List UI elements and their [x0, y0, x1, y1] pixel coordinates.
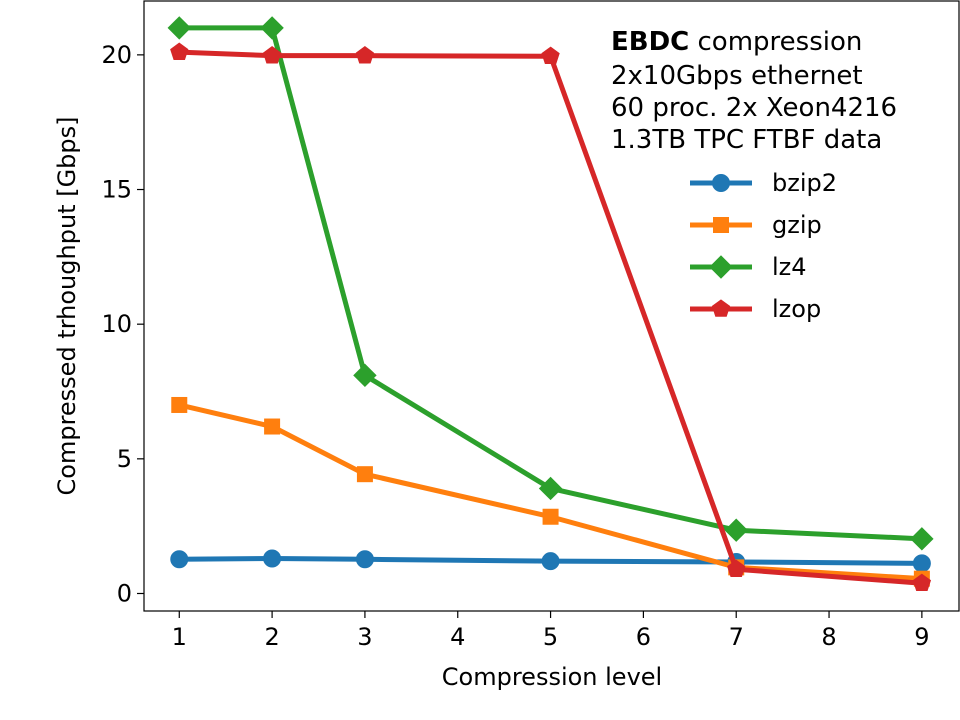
- y-axis-label: Compressed trhoughput [Gbps]: [53, 117, 81, 496]
- data-point-lzop: [912, 573, 932, 592]
- legend-entry-lz4: lz4: [690, 253, 807, 281]
- series-bzip2: [170, 549, 931, 573]
- series-line-lzop: [179, 49, 923, 586]
- data-point-gzip: [264, 418, 281, 435]
- annotation-line: 60 proc. 2x Xeon4216: [611, 93, 897, 123]
- y-tick-label: 20: [101, 41, 132, 69]
- x-tick-label: 8: [821, 623, 836, 651]
- x-tick-label: 1: [172, 623, 187, 651]
- series-lzop: [170, 42, 932, 592]
- data-point-lz4: [538, 476, 563, 501]
- x-tick-label: 5: [543, 623, 558, 651]
- y-tick-label: 10: [101, 310, 132, 338]
- data-point-lzop: [262, 46, 282, 64]
- data-point-lz4: [260, 16, 284, 40]
- x-axis-ticks: 1 2 3 4 5 6 7 8 9: [172, 611, 930, 651]
- y-axis-ticks: 0 5 10 15 20: [101, 41, 144, 607]
- x-axis-label: Compression level: [442, 663, 662, 691]
- data-point-bzip2: [355, 550, 374, 569]
- x-tick-label: 9: [914, 623, 929, 651]
- annotation-title-rest: compression: [689, 27, 862, 57]
- legend-marker: [709, 255, 733, 279]
- annotation-line: 2x10Gbps ethernet: [611, 61, 863, 91]
- series-line-lz4: [179, 25, 922, 542]
- y-tick-label: 0: [117, 579, 132, 607]
- y-tick-label: 5: [117, 445, 132, 473]
- y-tick-label: 15: [101, 176, 132, 204]
- series-layer: [167, 16, 934, 592]
- series-lz4: [167, 16, 934, 551]
- legend-label: lzop: [772, 295, 821, 323]
- data-point-lz4: [910, 527, 934, 551]
- data-point-bzip2: [263, 549, 282, 568]
- data-point-lzop: [727, 559, 746, 578]
- x-tick-label: 3: [357, 623, 372, 651]
- legend-entry-gzip: gzip: [690, 211, 822, 239]
- data-point-bzip2: [170, 550, 189, 569]
- x-tick-label: 6: [636, 623, 651, 651]
- legend-marker: [713, 217, 729, 233]
- plot-frame: [143, 0, 960, 612]
- annotation-title: EBDC compression: [611, 27, 862, 57]
- legend-label: gzip: [772, 211, 822, 239]
- legend-entry-lzop: lzop: [690, 295, 821, 323]
- legend: bzip2 gzip lz4 lzop: [690, 169, 837, 323]
- annotation-title-bold: EBDC: [611, 27, 689, 57]
- series-line-bzip2: [179, 555, 922, 566]
- data-point-lzop: [170, 42, 189, 60]
- x-tick-label: 7: [729, 623, 744, 651]
- data-point-gzip: [542, 508, 559, 525]
- annotation-line: 1.3TB TPC FTBF data: [611, 125, 882, 155]
- annotation-block: EBDC compression 2x10Gbps ethernet 60 pr…: [611, 27, 897, 155]
- legend-label: bzip2: [772, 169, 837, 197]
- data-point-lz4: [167, 16, 191, 40]
- x-tick-label: 4: [450, 623, 465, 651]
- data-point-gzip: [356, 466, 373, 483]
- legend-label: lz4: [772, 253, 807, 281]
- data-point-gzip: [171, 396, 188, 413]
- x-tick-label: 2: [264, 623, 279, 651]
- legend-entry-bzip2: bzip2: [690, 169, 837, 197]
- data-point-lzop: [541, 46, 560, 64]
- legend-marker: [712, 174, 730, 192]
- data-point-lzop: [355, 46, 375, 64]
- legend-marker: [711, 299, 731, 317]
- data-point-bzip2: [912, 554, 931, 573]
- data-point-lz4: [353, 363, 377, 388]
- data-point-bzip2: [541, 552, 560, 571]
- data-point-lz4: [724, 518, 748, 542]
